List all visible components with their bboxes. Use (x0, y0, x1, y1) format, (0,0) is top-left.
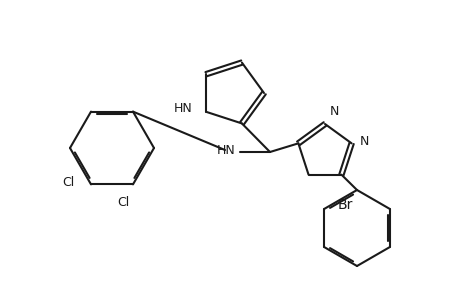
Text: Cl: Cl (117, 196, 129, 209)
Text: Cl: Cl (62, 176, 75, 189)
Text: HN: HN (173, 102, 192, 115)
Text: N: N (359, 135, 368, 148)
Text: N: N (329, 105, 339, 118)
Text: HN: HN (217, 143, 235, 157)
Text: Br: Br (337, 198, 353, 212)
